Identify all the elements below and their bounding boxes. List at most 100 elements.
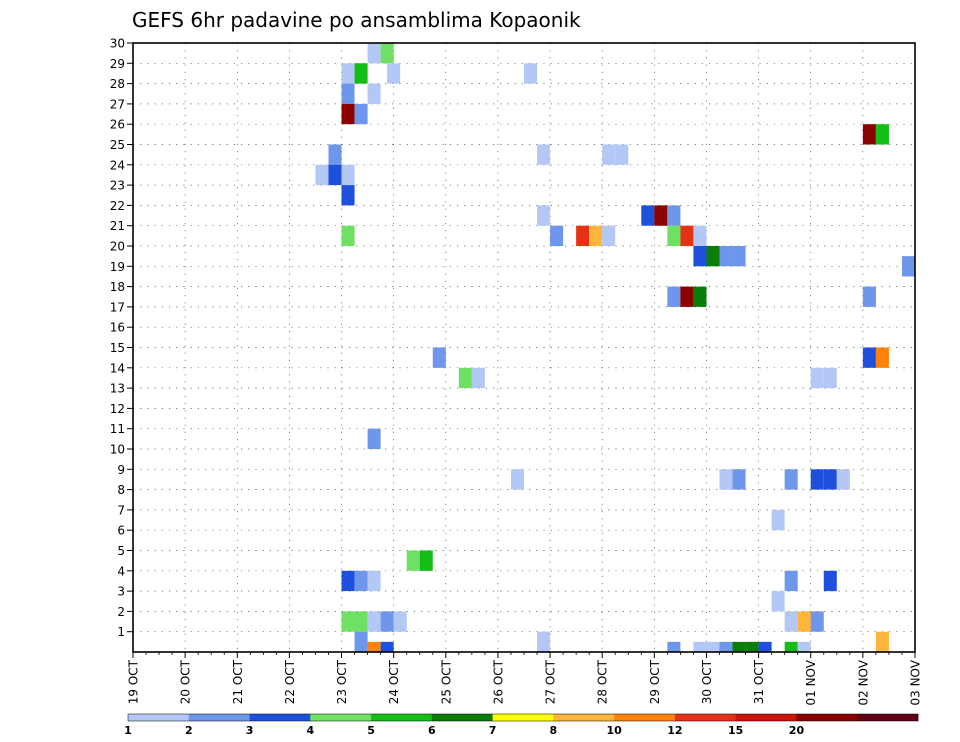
precip-cell: [680, 225, 694, 246]
y-tick-label: 26: [110, 118, 125, 132]
x-tick-label: 24 OCT: [387, 659, 401, 704]
colorbar-swatch: [614, 714, 676, 721]
precip-cell: [315, 164, 329, 186]
y-tick-label: 3: [117, 585, 125, 599]
y-tick-label: 18: [110, 280, 125, 294]
colorbar-swatch: [128, 714, 190, 721]
precip-cell: [680, 286, 694, 307]
y-tick-label: 4: [117, 564, 125, 578]
precip-cell: [862, 124, 876, 145]
grid-lines: [133, 43, 915, 652]
precip-cell: [328, 144, 342, 165]
precip-cell: [706, 246, 720, 267]
x-tick-label: 02 NOV: [856, 659, 870, 705]
precip-cell: [537, 631, 551, 652]
precip-cell: [667, 225, 681, 246]
y-tick-label: 30: [110, 37, 125, 51]
y-tick-label: 15: [110, 341, 125, 355]
y-tick-label: 19: [110, 260, 125, 274]
y-tick-label: 1: [117, 625, 125, 639]
precip-cell: [693, 246, 707, 267]
precip-cell: [862, 347, 876, 368]
colorbar-swatch: [857, 714, 919, 721]
x-tick-label: 28 OCT: [596, 659, 610, 704]
precip-cell: [732, 641, 746, 652]
x-tick-label: 29 OCT: [648, 659, 662, 704]
precip-cell: [875, 631, 889, 652]
colorbar-frame: [127, 713, 919, 722]
precip-cell: [387, 63, 401, 84]
y-tick-label: 12: [110, 402, 125, 416]
precip-cell: [745, 641, 759, 652]
precip-cell: [784, 641, 798, 652]
precip-cell: [341, 83, 355, 104]
y-tick-label: 28: [110, 77, 125, 91]
y-tick-label: 25: [110, 138, 125, 152]
precip-cell: [667, 286, 681, 307]
precip-cell: [510, 469, 524, 490]
y-tick-label: 23: [110, 179, 125, 193]
y-tick-label: 7: [117, 503, 125, 517]
colorbar: 1 2 3 4 5 6 7 8 10 12 15 20: [124, 713, 919, 737]
x-tick-label: 26 OCT: [491, 659, 505, 704]
x-tick-label: 01 NOV: [804, 659, 818, 705]
precip-cell: [654, 205, 668, 226]
precip-cell: [367, 428, 381, 449]
precip-cell: [367, 570, 381, 592]
precip-cell: [354, 631, 368, 652]
precip-cell: [380, 611, 394, 632]
y-tick-label: 6: [117, 524, 125, 538]
x-tick-label: 23 OCT: [335, 659, 349, 704]
colorbar-swatch: [796, 714, 858, 721]
precip-cell: [901, 256, 915, 277]
colorbar-label: 6: [428, 724, 436, 737]
precip-cell: [524, 63, 538, 84]
y-tick-label: 27: [110, 97, 125, 111]
y-tick-label: 13: [110, 382, 125, 396]
colorbar-label: 8: [550, 724, 558, 737]
y-tick-label: 14: [110, 361, 125, 375]
precip-cell: [341, 185, 355, 206]
precip-cell: [419, 550, 433, 571]
precip-cell: [719, 469, 733, 490]
plot-frame: [132, 42, 916, 653]
x-tick-label: 20 OCT: [179, 659, 193, 704]
precip-cell: [406, 550, 420, 571]
precip-cell: [758, 641, 772, 652]
colorbar-label: 2: [185, 724, 193, 737]
precip-cell: [341, 570, 355, 592]
x-axis: 19 OCT 20 OCT 21 OCT 22 OCT 23 OCT 24 OCT 25 O…: [127, 652, 923, 706]
precip-cell: [393, 611, 407, 632]
precip-cell: [771, 509, 785, 531]
x-tick-label: 03 NOV: [909, 659, 923, 705]
precip-cell: [576, 225, 590, 246]
precip-cell: [380, 43, 394, 64]
y-tick-label: 8: [117, 483, 125, 497]
precip-cell: [732, 469, 746, 490]
precip-cell: [784, 570, 798, 592]
colorbar-swatch: [735, 714, 797, 721]
colorbar-label: 20: [789, 724, 805, 737]
precip-cell: [589, 225, 603, 246]
precip-cell: [367, 83, 381, 104]
colorbar-label: 1: [124, 724, 132, 737]
colorbar-swatch: [431, 714, 493, 721]
colorbar-swatch: [553, 714, 615, 721]
colorbar-swatch: [674, 714, 736, 721]
y-tick-label: 21: [110, 219, 125, 233]
chart-title: GEFS 6hr padavine po ansamblima Kopaonik: [132, 8, 581, 32]
precip-cell: [367, 43, 381, 64]
precip-cell: [537, 205, 551, 226]
precip-cell: [458, 367, 472, 389]
y-tick-label: 24: [110, 158, 125, 172]
x-tick-label: 31 OCT: [752, 659, 766, 704]
precip-cell: [823, 469, 837, 490]
precip-cell: [667, 641, 681, 652]
precip-cell: [719, 641, 733, 652]
precip-cell: [367, 641, 381, 652]
colorbar-label: 15: [728, 724, 743, 737]
precip-cell: [836, 469, 850, 490]
precip-cell: [341, 164, 355, 186]
precip-cell: [719, 246, 733, 267]
precip-cell: [823, 367, 837, 389]
